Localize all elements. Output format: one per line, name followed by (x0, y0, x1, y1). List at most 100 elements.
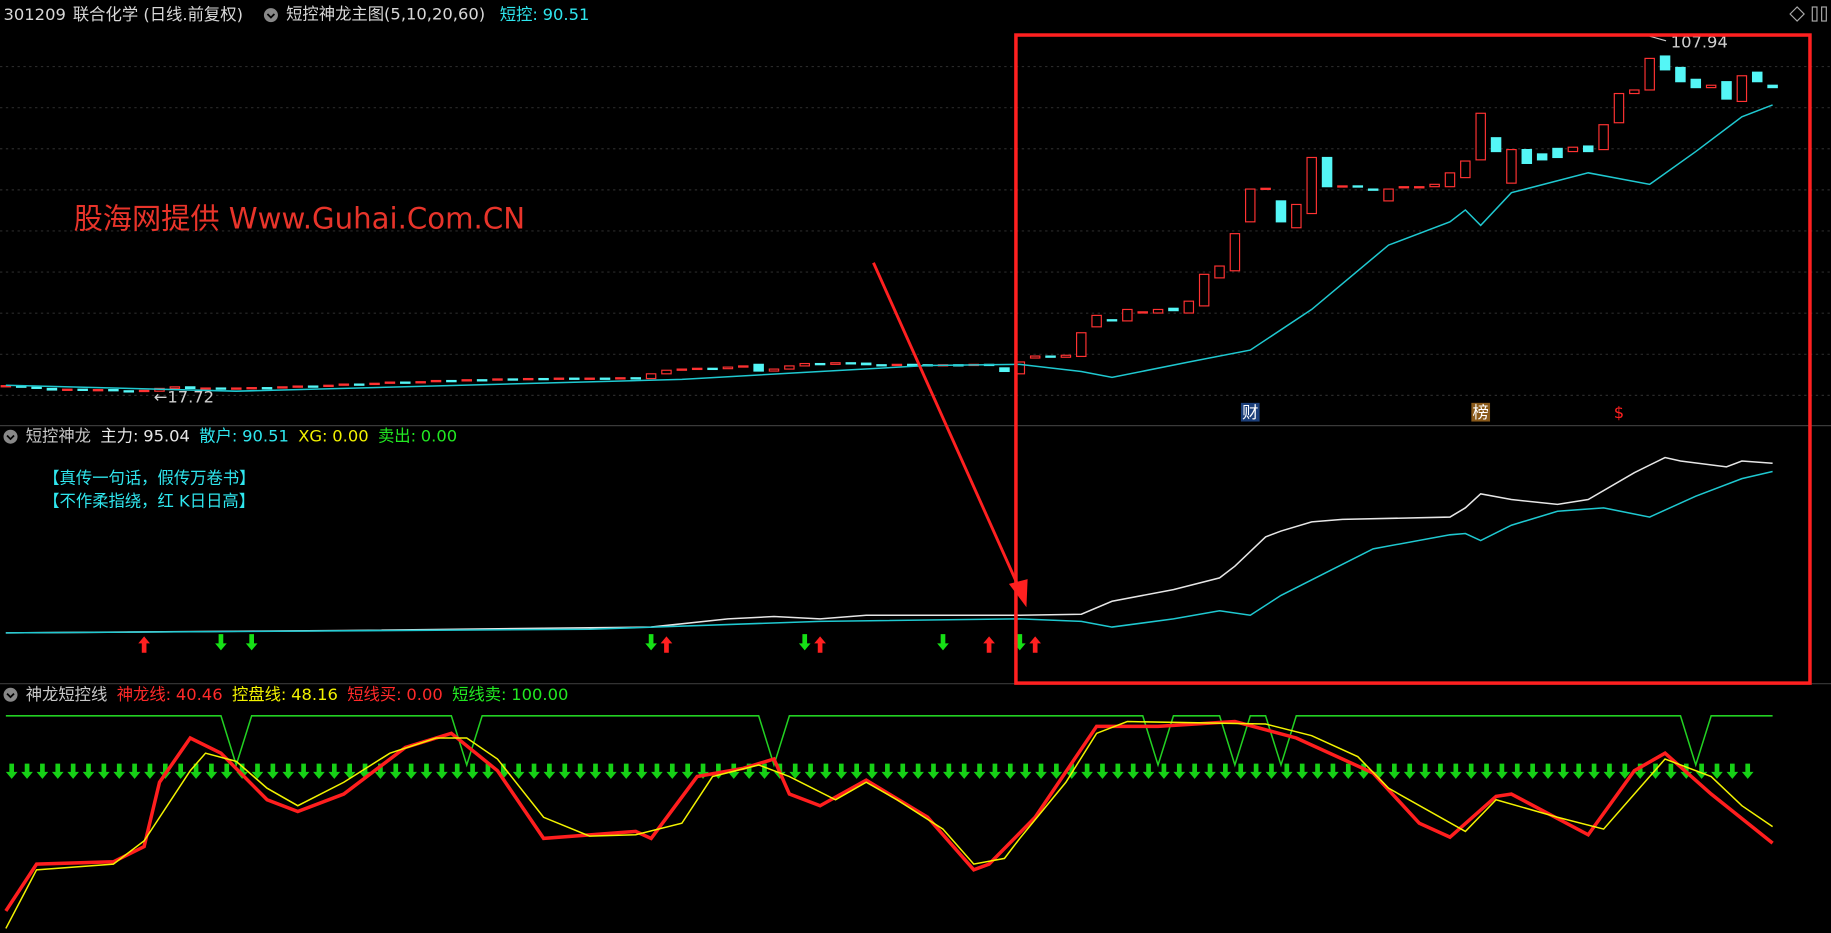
candle (1076, 332, 1087, 358)
signal-arrow-row (1419, 763, 1431, 779)
candle (492, 378, 503, 381)
candle (369, 382, 380, 386)
signal-arrow-row (635, 763, 648, 779)
signal-arrow-row (835, 763, 848, 779)
candle (661, 369, 672, 375)
watermark: 股海网提供 Www.Guhai.Com.CN (74, 202, 525, 236)
candle (799, 362, 810, 367)
candle (891, 363, 903, 367)
candle (676, 368, 688, 371)
sell-arrow (215, 634, 227, 651)
signal-arrow-row (820, 763, 832, 779)
signal-arrow-row (1665, 763, 1677, 779)
candle (1721, 81, 1732, 100)
signal-arrow-row (1526, 763, 1539, 779)
signal-arrow-row (1296, 763, 1309, 779)
legend-label: 短线买: (347, 684, 402, 703)
signal-arrow-row (343, 763, 356, 779)
candle (768, 368, 780, 372)
candle (1460, 160, 1471, 179)
candle (323, 384, 334, 388)
stock-name: 联合化学 (日线.前复权) (73, 5, 243, 24)
candle (1168, 307, 1179, 312)
event-marker[interactable]: $ (1614, 403, 1624, 422)
candle (1291, 203, 1302, 229)
candle (1229, 233, 1241, 272)
candle (108, 389, 119, 392)
signal-arrow-row (1511, 763, 1524, 779)
legend-label: 短线卖: (452, 684, 507, 703)
candle (1060, 354, 1072, 358)
candle (1736, 75, 1748, 103)
indicator-line (5, 715, 1773, 768)
candle (1767, 84, 1778, 89)
candle (123, 390, 135, 393)
signal-arrow-row (220, 763, 233, 779)
candle (507, 378, 519, 381)
signal-arrow-row (1065, 763, 1078, 779)
sell-arrow (645, 634, 657, 651)
signal-arrow-row (36, 763, 49, 779)
stock-code: 301209 (4, 5, 66, 24)
window-icons[interactable] (1789, 6, 1827, 22)
candle (738, 365, 749, 368)
icon[interactable] (1821, 6, 1827, 22)
candle (1552, 147, 1563, 159)
candle (1659, 55, 1671, 71)
signal-arrow-row (1542, 763, 1554, 779)
signal-arrow-row (1081, 763, 1093, 779)
candle (1567, 146, 1579, 153)
candle (1383, 188, 1394, 202)
indicator-line (5, 470, 1773, 634)
signal-arrow-row (190, 763, 202, 779)
collapse-chevron[interactable] (266, 13, 276, 19)
buy-arrow (814, 636, 826, 653)
candle (384, 381, 396, 384)
callout-arrowhead (1008, 579, 1028, 608)
legend-value: 40.46 (176, 684, 223, 703)
candle (353, 383, 365, 386)
signal-arrow-row (620, 763, 633, 779)
signal-arrow-row (1188, 763, 1201, 779)
signal-arrow-row (558, 763, 571, 779)
icon[interactable] (1789, 6, 1805, 22)
signal-arrow-row (1173, 763, 1186, 779)
signal-arrow-row (21, 763, 33, 779)
collapse-chevron[interactable] (6, 434, 15, 441)
callout-arrow (872, 262, 1020, 587)
signal-arrow-row (1649, 763, 1662, 779)
collapse-icon[interactable] (3, 687, 18, 702)
candle (461, 379, 472, 382)
event-marker[interactable]: 财 (1242, 403, 1258, 422)
signal-arrow-row (251, 763, 264, 779)
signal-arrow-row (912, 763, 924, 779)
signal-arrow-row (1234, 763, 1247, 779)
signal-arrow-row (1050, 763, 1063, 779)
collapse-chevron[interactable] (6, 693, 15, 699)
candle (1337, 185, 1348, 188)
candle (1091, 314, 1102, 328)
legend-value: 90.51 (543, 5, 590, 24)
marker-badge (1240, 402, 1260, 422)
moving-average (5, 104, 1773, 392)
signal-arrow-row (651, 763, 663, 779)
collapse-icon[interactable] (3, 429, 18, 444)
sell-arrow (937, 634, 949, 651)
icon[interactable] (1811, 6, 1818, 22)
buy-arrow (983, 636, 995, 653)
signal-arrow-row (1158, 763, 1170, 779)
event-marker[interactable]: 榜 (1473, 403, 1489, 422)
signal-arrow-row (942, 763, 955, 779)
candle (599, 377, 611, 380)
collapse-icon[interactable] (263, 8, 278, 23)
candle (1690, 78, 1702, 89)
panel-title: 神龙短控线 (26, 684, 108, 703)
legend-value: 100.00 (511, 684, 568, 703)
signal-arrow-row (1311, 763, 1324, 779)
candle (1675, 66, 1686, 83)
candle (215, 387, 227, 390)
signal-arrow-row (574, 763, 586, 779)
low-label: ←17.72 (154, 388, 214, 407)
candle (1598, 124, 1609, 151)
legend-value: 95.04 (143, 426, 190, 445)
